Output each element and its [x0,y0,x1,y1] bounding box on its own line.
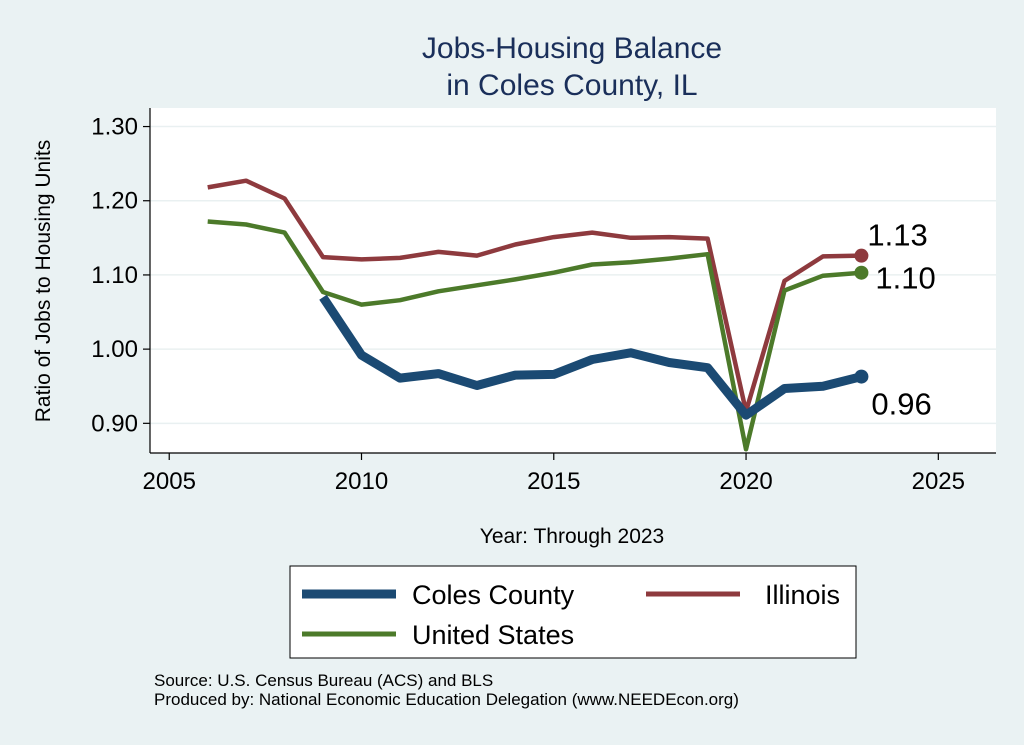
y-tick-label: 1.00 [91,336,138,363]
x-tick-label: 2025 [912,468,965,495]
end-label-coles-county: 0.96 [871,387,931,422]
end-labels: 1.13 1.10 0.96 [867,218,935,422]
series-line-illinois [207,178,862,414]
x-axis-label: Year: Through 2023 [480,525,665,548]
axes: 0.90 1.00 1.10 1.20 1.30 2005 2010 2015 2020 2025 [91,108,996,495]
end-label-illinois: 1.13 [867,218,927,253]
legend: Coles County Illinois United States [289,565,857,659]
plot-area [150,108,996,453]
legend-label-illinois: Illinois [765,580,840,610]
series-layer [207,178,869,452]
legend-box [289,565,857,659]
gridlines [150,125,996,425]
chart-title-line-1: Jobs-Housing Balance [422,32,722,65]
y-tick-label: 1.10 [91,262,138,289]
end-label-united-states: 1.10 [875,261,935,296]
x-tick-label: 2005 [143,468,196,495]
series-line-coles-county [319,294,863,420]
x-tick-label: 2010 [335,468,388,495]
source-note: Source: U.S. Census Bureau (ACS) and BLS [154,671,494,690]
series-end-point-illinois [854,248,869,263]
y-tick-label: 1.20 [91,188,138,215]
series-line-united-states [207,219,862,452]
y-axis-label: Ratio of Jobs to Housing Units [32,140,55,422]
legend-label-coles-county: Coles County [412,580,575,610]
x-tick-label: 2015 [527,468,580,495]
legend-label-united-states: United States [412,620,574,650]
y-tick-label: 0.90 [91,410,138,437]
y-tick-label: 1.30 [91,114,138,141]
produced-by-note: Produced by: National Economic Education… [154,690,739,709]
series-end-point-coles-county [854,369,869,384]
x-tick-label: 2020 [719,468,772,495]
chart-title-line-2: in Coles County, IL [446,69,697,102]
series-end-point-united-states [854,265,869,280]
